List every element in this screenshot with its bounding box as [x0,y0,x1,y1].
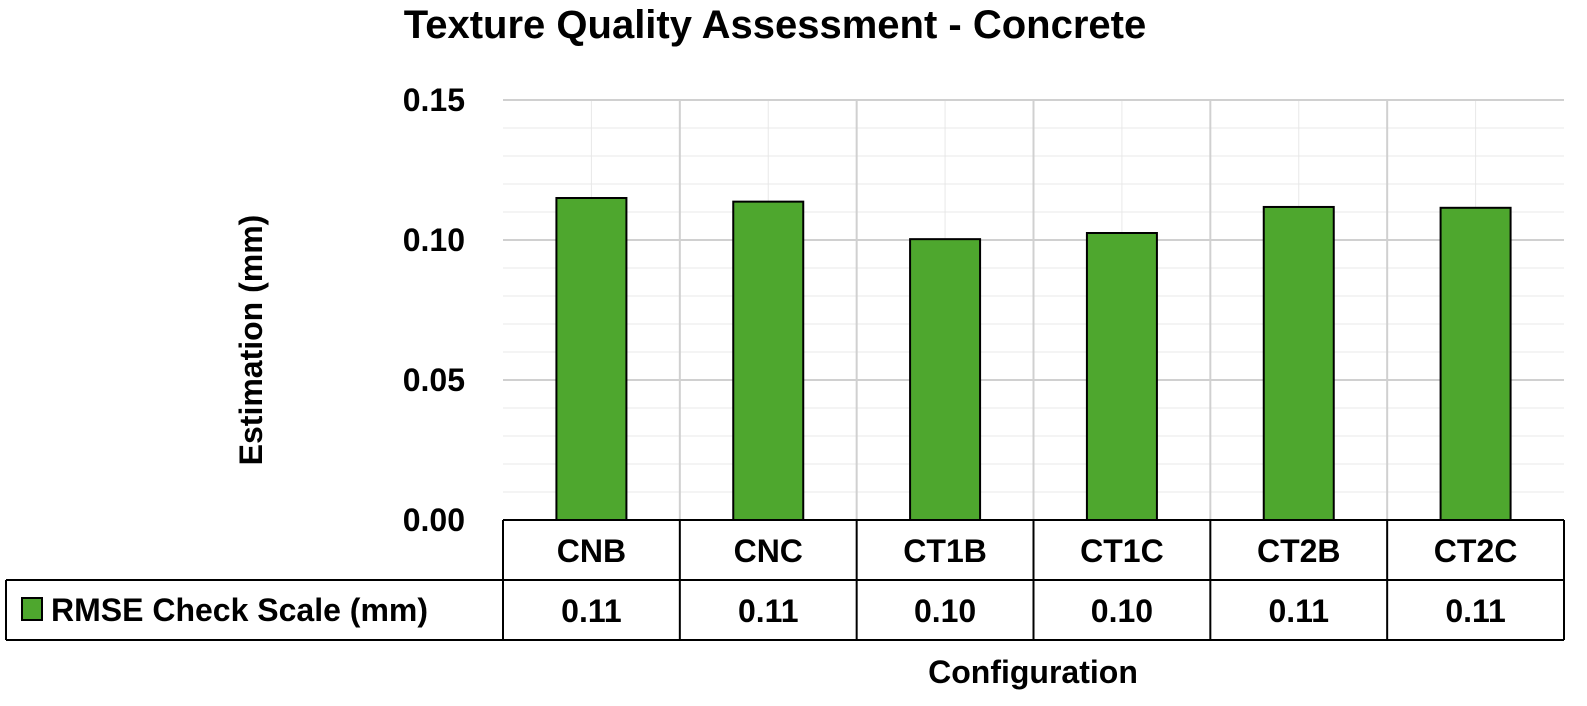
table-value-cell: 0.10 [914,593,976,629]
x-tick-label: CT2C [1434,533,1518,569]
legend-label: RMSE Check Scale (mm) [51,592,428,628]
bar-ct1c [1085,232,1158,521]
bar-cnc [732,200,805,521]
y-tick-label: 0.05 [403,362,465,398]
table-value-cell: 0.10 [1091,593,1153,629]
bar-cnb [555,197,628,521]
x-tick-label: CNC [734,533,803,569]
bar-ct2c [1439,206,1512,522]
legend-swatch [21,597,43,621]
bar-ct1b [909,238,982,521]
table-value-cell: 0.11 [1445,593,1506,629]
chart-title: Texture Quality Assessment - Concrete [404,3,1146,47]
legend-key: RMSE Check Scale (mm) [21,592,428,628]
x-tick-label: CT1B [903,533,987,569]
data-table: CNB 0.11 CNC 0.11 CT1B 0.10 CT1C 0.10 CT2B 0.11 CT… [5,519,1565,641]
table-value-cell: 0.11 [738,593,799,629]
table-value-cell: 0.11 [1268,593,1329,629]
x-tick-label: CNB [557,533,626,569]
y-tick-labels: 0.00 0.05 0.10 0.15 [403,82,465,538]
bar-ct2b [1262,205,1335,522]
x-tick-label: CT2B [1257,533,1341,569]
y-tick-label: 0.00 [403,502,465,538]
table-value-cell: 0.11 [561,593,622,629]
y-tick-label: 0.15 [403,82,465,118]
y-axis-label: Estimation (mm) [233,215,269,466]
gridlines [503,99,1564,520]
x-axis-label: Configuration [928,654,1138,690]
y-tick-label: 0.10 [403,222,465,258]
x-tick-label: CT1C [1080,533,1164,569]
